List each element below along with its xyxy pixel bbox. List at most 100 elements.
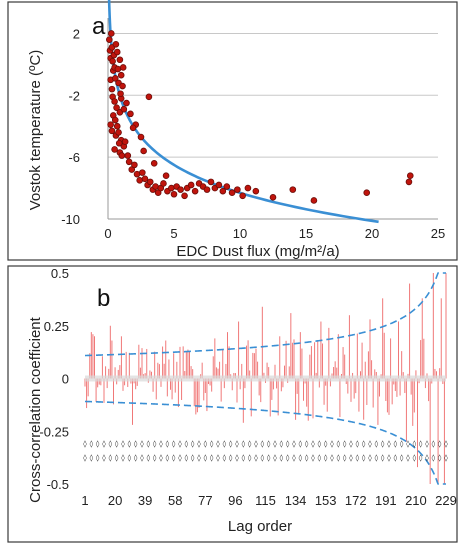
panel-b-x-tick-label: 77 <box>198 493 212 508</box>
panel-a-data-point <box>111 75 119 82</box>
panel-b-x-tick-label: 115 <box>255 493 276 508</box>
panel-a-data-point <box>117 90 124 98</box>
panel-a-y-axis-label: Vostok temperature (ºC) <box>27 50 44 211</box>
panel-b-lag-marker: ◊ <box>178 454 182 462</box>
panel-b-lag-marker: ◊ <box>286 454 290 462</box>
panel-a-data-point <box>140 147 147 155</box>
panel-a-data-point <box>228 189 236 197</box>
panel-a-data-point <box>141 175 149 183</box>
panel-b-lag-marker: ◊ <box>153 440 157 448</box>
panel-b-lag-markers: ◊ ◊ ◊ ◊ ◊ ◊ ◊ ◊ ◊ ◊ ◊ ◊ ◊ ◊ ◊ ◊ ◊ ◊ ◊ ◊ ◊ ◊ ◊ ◊ ◊ ◊ ◊ ◊ ◊ ◊ ◊ ◊ ◊ ◊ ◊ ◊ ◊ ◊ ◊ ◊… <box>83 440 448 462</box>
panel-b-lag-marker: ◊ <box>374 440 378 448</box>
panel-b-lower-bound <box>84 400 446 485</box>
panel-a-data-point <box>405 178 413 186</box>
panel-b-lag-marker: ◊ <box>165 454 169 462</box>
panel-b-y-tick-label: 0.25 <box>44 319 69 334</box>
panel-a-data-point <box>116 56 124 64</box>
panel-a-data-point <box>310 197 318 204</box>
panel-b-lag-marker: ◊ <box>387 440 391 448</box>
panel-b-lag-marker: ◊ <box>362 454 366 462</box>
panel-b-lag-marker: ◊ <box>349 440 353 448</box>
panel-a-x-tick-label: 25 <box>431 226 445 241</box>
panel-b-lag-marker: ◊ <box>330 454 334 462</box>
panel-b-x-tick-label: 96 <box>228 493 242 508</box>
panel-a-x-tick-label: 20 <box>365 226 379 241</box>
panel-b-lag-marker: ◊ <box>134 454 138 462</box>
panel-a-data-point <box>203 186 211 193</box>
panel-b-upper-bound <box>84 272 446 357</box>
panel-a-y-ticks: 2 -2 -6 -10 <box>61 26 80 227</box>
panel-b-lag-marker: ◊ <box>260 440 264 448</box>
panel-a: 2 -2 -6 -10 0 5 10 15 20 25 a Vostok temperature… <box>7 0 458 261</box>
panel-a-data-point <box>107 121 114 128</box>
panel-a-data-point <box>117 71 125 79</box>
panel-b-lag-marker: ◊ <box>368 440 372 448</box>
panel-b-lag-marker: ◊ <box>146 440 150 448</box>
panel-a-letter: a <box>92 13 106 40</box>
panel-b-lag-marker: ◊ <box>412 440 416 448</box>
panel-a-points <box>106 30 414 204</box>
panel-a-x-axis-label: EDC Dust flux (mg/m²/a) <box>176 243 339 260</box>
panel-a-data-point <box>289 186 297 193</box>
panel-a-data-point <box>131 161 138 169</box>
panel-a-data-point <box>146 178 154 186</box>
panel-a-data-point <box>123 99 130 107</box>
panel-b-lag-marker: ◊ <box>438 440 442 448</box>
panel-b-lag-marker: ◊ <box>121 440 125 448</box>
panel-a-data-point <box>124 152 132 159</box>
panel-a-data-point <box>113 104 120 111</box>
panel-a-data-point <box>215 181 223 189</box>
panel-b-lag-marker: ◊ <box>83 440 87 448</box>
panel-a-data-point <box>108 127 116 135</box>
panel-b-lag-marker: ◊ <box>96 454 100 462</box>
panel-a-data-point <box>118 152 126 159</box>
panel-b-lag-marker: ◊ <box>444 454 448 462</box>
panel-b-lag-marker: ◊ <box>412 454 416 462</box>
panel-a-data-point <box>108 85 116 93</box>
panel-b-lag-marker: ◊ <box>159 454 163 462</box>
panel-b-lag-marker: ◊ <box>235 454 239 462</box>
panel-a-data-point <box>207 178 215 186</box>
panel-b-lag-marker: ◊ <box>216 440 220 448</box>
panel-b-lag-marker: ◊ <box>292 440 296 448</box>
panel-b-x-tick-label: 20 <box>108 493 122 508</box>
panel-b-lag-marker: ◊ <box>159 440 163 448</box>
panel-b-bars <box>84 273 447 484</box>
panel-a-data-point <box>120 105 128 113</box>
panel-b-lag-marker: ◊ <box>336 454 340 462</box>
panel-b-lag-marker: ◊ <box>184 454 188 462</box>
panel-a-data-point <box>177 186 184 193</box>
panel-a-data-point <box>219 187 227 195</box>
panel-a-y-tick-label: -10 <box>61 212 80 227</box>
panel-b-lag-marker: ◊ <box>317 440 321 448</box>
panel-a-y-tick-label: 2 <box>73 26 80 41</box>
panel-a-data-point <box>119 64 127 71</box>
panel-b-lag-marker: ◊ <box>89 440 93 448</box>
panel-b-lag-marker: ◊ <box>178 440 182 448</box>
panel-b-lag-marker: ◊ <box>362 440 366 448</box>
panel-a-data-point <box>137 133 145 141</box>
panel-b-lag-marker: ◊ <box>96 440 100 448</box>
panel-a-data-point <box>115 139 123 147</box>
panel-b-lag-marker: ◊ <box>406 454 410 462</box>
panel-b-lag-marker: ◊ <box>108 440 112 448</box>
panel-b-lag-marker: ◊ <box>197 440 201 448</box>
panel-a-data-point <box>121 138 129 145</box>
panel-b-lag-marker: ◊ <box>298 440 302 448</box>
panel-b-lag-marker: ◊ <box>172 440 176 448</box>
panel-b-lag-marker: ◊ <box>121 454 125 462</box>
panel-a-data-point <box>111 146 118 153</box>
panel-a-y-tick-label: -6 <box>68 150 80 165</box>
panel-b-lag-marker: ◊ <box>216 454 220 462</box>
panel-b-lag-marker: ◊ <box>235 440 239 448</box>
panel-a-data-point <box>106 36 113 43</box>
panel-b-lag-marker: ◊ <box>279 454 283 462</box>
panel-b-lag-marker: ◊ <box>400 440 404 448</box>
panel-b-lag-marker: ◊ <box>222 440 226 448</box>
panel-b-lag-marker: ◊ <box>108 454 112 462</box>
panel-a-data-point <box>239 192 246 200</box>
panel-b-lag-marker: ◊ <box>184 440 188 448</box>
panel-b-lag-marker: ◊ <box>229 454 233 462</box>
panel-b-lag-marker: ◊ <box>431 440 435 448</box>
panel-b-lag-marker: ◊ <box>197 454 201 462</box>
